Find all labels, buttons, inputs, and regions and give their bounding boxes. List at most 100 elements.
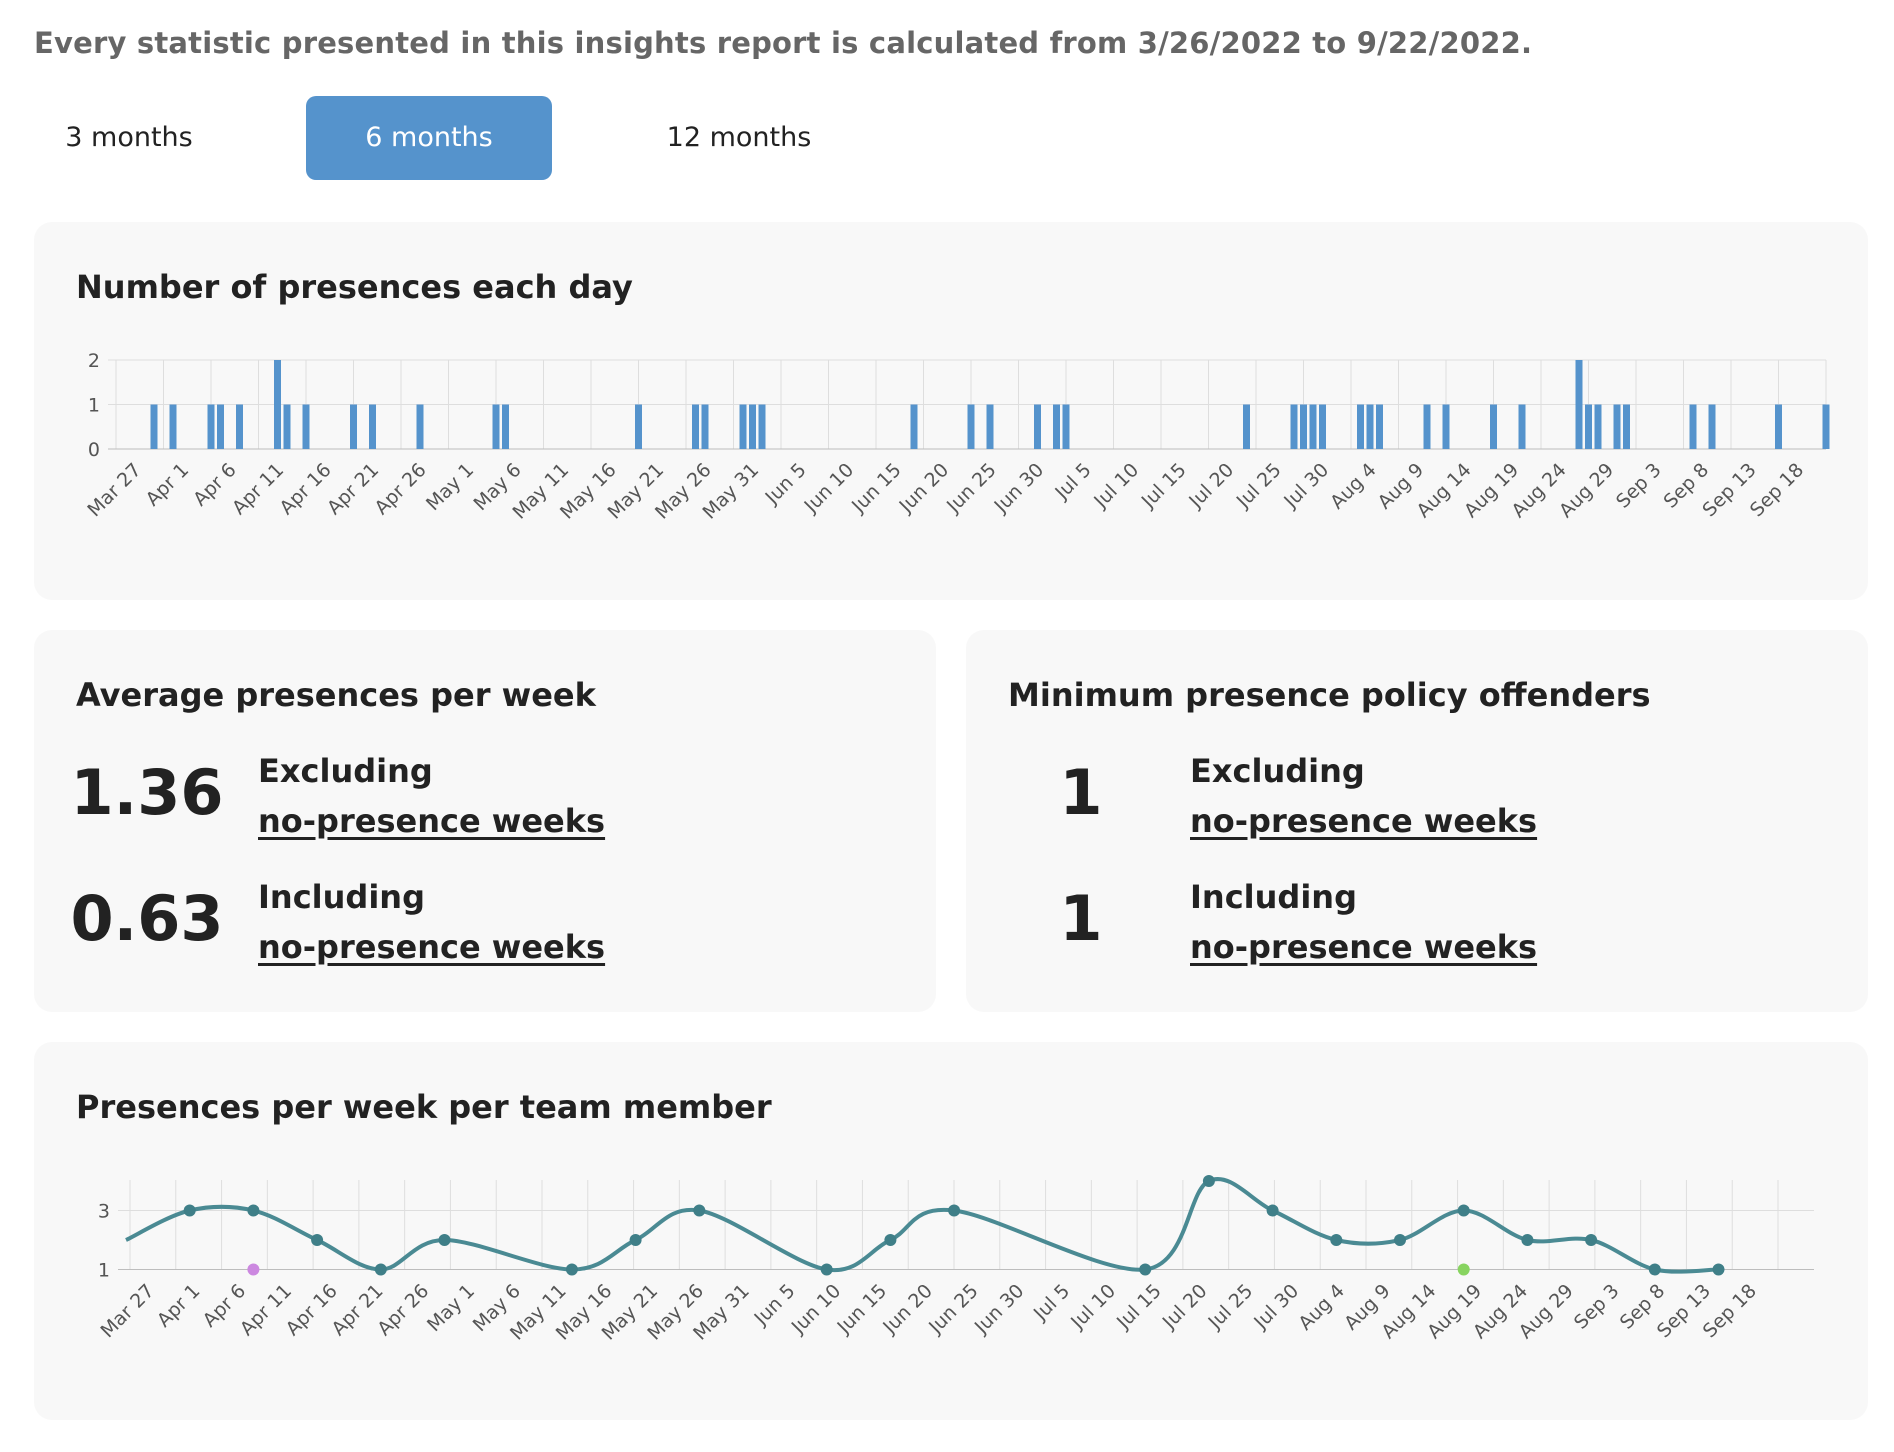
offenders-including-link[interactable]: no-presence weeks xyxy=(1190,928,1538,966)
daily-bar xyxy=(217,404,224,449)
x-tick-label: Mar 27 xyxy=(96,1280,158,1342)
daily-bar xyxy=(1366,404,1374,449)
daily-bar xyxy=(169,404,177,449)
tab-3-months[interactable]: 3 months xyxy=(65,122,193,153)
x-tick-label: Apr 16 xyxy=(275,459,335,519)
offenders-excluding-value: 1 xyxy=(1059,756,1103,829)
series-point xyxy=(311,1234,324,1246)
x-tick-label: Jun 15 xyxy=(847,459,906,518)
y-tick-label: 2 xyxy=(88,350,100,372)
daily-bar xyxy=(416,404,424,449)
daily-bar xyxy=(635,404,642,449)
weekly-presences-card: Presences per week per team member 1 3 Mar… xyxy=(34,1042,1868,1420)
daily-bar xyxy=(701,404,709,449)
y-tick-label: 0 xyxy=(88,439,100,461)
daily-bar xyxy=(1623,404,1630,449)
series-point xyxy=(693,1204,706,1217)
daily-bar xyxy=(967,404,975,449)
series-point xyxy=(820,1263,833,1276)
offenders-excluding-label: Excluding xyxy=(1190,752,1365,790)
average-including-link[interactable]: no-presence weeks xyxy=(258,928,606,966)
x-tick-label: Jul 25 xyxy=(1204,1280,1258,1334)
series-line xyxy=(125,1177,1719,1274)
x-tick-label: Jul 10 xyxy=(1066,1280,1120,1334)
x-tick-label: Jun 10 xyxy=(800,459,859,518)
daily-bar xyxy=(1300,404,1307,449)
series-point xyxy=(1521,1234,1534,1246)
daily-bar xyxy=(1689,404,1697,449)
series-point xyxy=(1202,1175,1215,1187)
y-tick-label: 3 xyxy=(98,1201,110,1223)
x-tick-label: May 1 xyxy=(422,459,478,515)
x-tick-label: Sep 3 xyxy=(1612,459,1666,513)
tab-12-months[interactable]: 12 months xyxy=(666,122,812,153)
daily-bar xyxy=(1423,404,1431,449)
x-tick-label: Jul 5 xyxy=(1050,459,1095,504)
daily-bar xyxy=(749,404,756,449)
policy-offenders-card: Minimum presence policy offenders 1 Excl… xyxy=(966,630,1868,1012)
x-tick-label: Jul 10 xyxy=(1089,459,1143,513)
x-tick-label: Jul 30 xyxy=(1249,1280,1303,1334)
daily-bar xyxy=(274,360,281,449)
series-point xyxy=(1585,1234,1598,1246)
intro-text: Every statistic presented in this insigh… xyxy=(34,26,1533,60)
series-point xyxy=(1330,1234,1343,1246)
daily-chart-title: Number of presences each day xyxy=(76,268,633,306)
x-tick-label: Apr 11 xyxy=(228,459,288,519)
series-point xyxy=(1394,1234,1406,1246)
daily-bar xyxy=(1309,404,1317,449)
series-point-magenta xyxy=(247,1263,260,1276)
x-tick-label: Mar 27 xyxy=(83,459,145,521)
offenders-including-value: 1 xyxy=(1059,882,1103,955)
daily-bar xyxy=(1053,404,1060,449)
daily-bar xyxy=(1034,404,1041,449)
series-point xyxy=(438,1234,451,1246)
average-including-label: Including xyxy=(258,878,425,916)
average-card-title: Average presences per week xyxy=(76,676,596,714)
offenders-including-label-block: Including no-presence weeks xyxy=(1190,872,1537,972)
daily-bar xyxy=(758,404,766,449)
average-presences-card: Average presences per week 1.36 Excludin… xyxy=(34,630,936,1012)
x-tick-label: Apr 21 xyxy=(323,459,383,519)
series-point xyxy=(948,1204,961,1217)
series-point xyxy=(183,1204,196,1217)
series-point xyxy=(1712,1263,1725,1276)
daily-bar xyxy=(1319,404,1326,449)
x-tick-label: Jul 15 xyxy=(1112,1280,1166,1334)
offenders-card-title: Minimum presence policy offenders xyxy=(1008,676,1651,714)
x-tick-label: Jun 25 xyxy=(924,1280,983,1339)
average-excluding-link[interactable]: no-presence weeks xyxy=(258,802,606,840)
series-point xyxy=(629,1234,642,1246)
daily-bar xyxy=(1594,404,1602,449)
offenders-excluding-link[interactable]: no-presence weeks xyxy=(1190,802,1538,840)
daily-bar xyxy=(986,404,994,449)
offenders-including-label: Including xyxy=(1190,878,1357,916)
daily-bar xyxy=(1376,404,1383,449)
daily-bar xyxy=(1062,404,1070,449)
x-tick-label: Apr 1 xyxy=(153,1280,205,1332)
x-tick-label: Sep 18 xyxy=(1746,459,1808,521)
daily-bar xyxy=(350,404,357,449)
daily-bar xyxy=(910,404,918,449)
daily-bar xyxy=(1442,404,1450,449)
series-point-green xyxy=(1457,1263,1470,1276)
x-tick-label: Jul 15 xyxy=(1137,459,1191,513)
series-point xyxy=(1139,1263,1152,1276)
x-tick-label: Jun 10 xyxy=(787,1280,846,1339)
daily-bar xyxy=(1518,404,1526,449)
x-tick-label: Jul 20 xyxy=(1158,1280,1212,1334)
daily-bar xyxy=(1243,404,1250,449)
x-tick-label: Aug 4 xyxy=(1326,459,1381,514)
daily-bar xyxy=(492,404,500,449)
series-point xyxy=(374,1263,387,1276)
tab-6-months[interactable]: 6 months xyxy=(306,96,552,180)
x-tick-label: May 1 xyxy=(423,1280,479,1336)
x-tick-label: Apr 1 xyxy=(142,459,194,511)
daily-bar xyxy=(1575,360,1583,449)
daily-bar xyxy=(207,404,215,449)
daily-bar xyxy=(302,404,310,449)
x-tick-label: Jun 20 xyxy=(895,459,954,518)
daily-bar xyxy=(1490,404,1497,449)
daily-bar xyxy=(692,404,699,449)
